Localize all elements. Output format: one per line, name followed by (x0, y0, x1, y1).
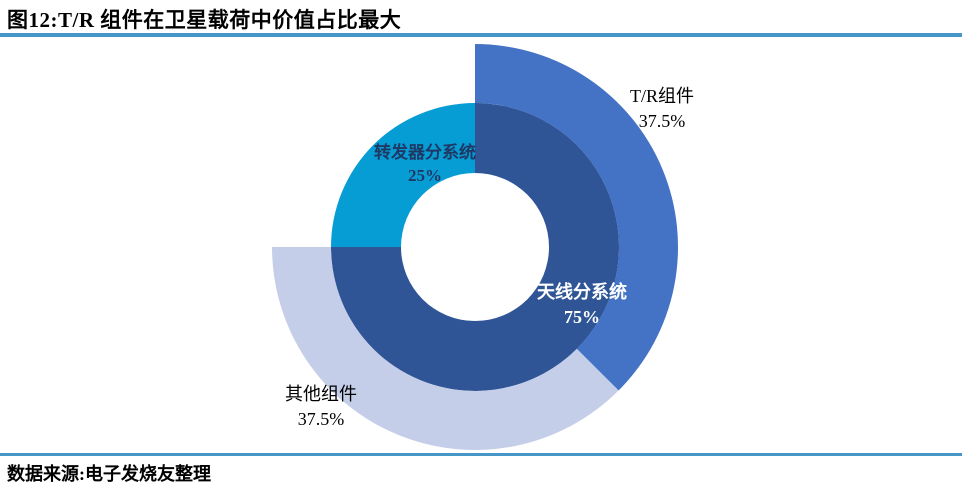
donut-segment-tr-module (475, 44, 678, 391)
label-other-components-pct: 37.5% (297, 409, 345, 429)
donut-segment-antenna-subsystem (331, 103, 619, 391)
label-other-components-name: 其他组件 (285, 384, 357, 404)
donut-segment-transponder-subsystem (331, 103, 475, 247)
label-transponder-subsystem-name: 转发器分系统 (374, 143, 476, 162)
title-underline (0, 33, 962, 37)
label-antenna-subsystem-name: 天线分系统 (537, 282, 627, 302)
label-other-components: 其他组件 37.5% (256, 382, 386, 432)
label-tr-module-pct: 37.5% (638, 111, 686, 131)
label-transponder-subsystem: 转发器分系统 25% (350, 141, 500, 187)
label-tr-module-name: T/R组件 (629, 86, 694, 106)
label-antenna-subsystem: 天线分系统 75% (507, 280, 657, 330)
data-source-text: 数据来源:电子发烧友整理 (7, 464, 211, 484)
donut-segment-other-components (272, 247, 619, 450)
footer-rule (0, 453, 962, 456)
page-title: 图12:T/R 组件在卫星载荷中价值占比最大 (7, 8, 402, 32)
label-antenna-subsystem-pct: 75% (564, 307, 600, 327)
label-tr-module: T/R组件 37.5% (597, 84, 727, 134)
label-transponder-subsystem-pct: 25% (408, 166, 442, 185)
